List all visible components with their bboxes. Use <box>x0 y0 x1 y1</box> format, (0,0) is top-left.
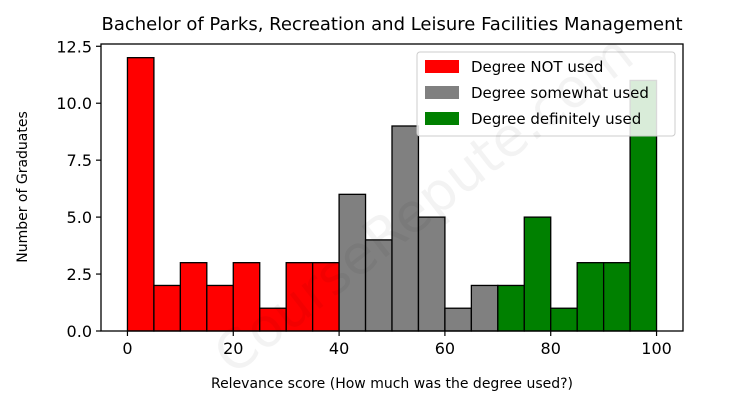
y-axis-ticks: 0.0 2.5 5.0 7.5 10.0 12.5 <box>56 37 101 341</box>
y-tick-label: 5.0 <box>67 208 92 227</box>
histogram-bar <box>311 262 340 332</box>
histogram-bar <box>444 307 473 332</box>
histogram-bar <box>364 239 393 332</box>
x-tick-label: 80 <box>541 339 561 358</box>
y-tick-label: 12.5 <box>56 37 92 56</box>
histogram-bar <box>338 193 367 332</box>
legend-swatch <box>425 112 459 125</box>
y-tick-label: 2.5 <box>67 265 92 284</box>
y-tick-label: 7.5 <box>67 151 92 170</box>
legend-label: Degree NOT used <box>471 58 603 76</box>
histogram-bar <box>470 284 499 332</box>
histogram-bar <box>391 125 420 332</box>
histogram-bar <box>153 284 182 332</box>
legend-swatch <box>425 60 459 73</box>
histogram-bar <box>126 57 155 332</box>
plot-frame <box>100 43 684 332</box>
legend-label: Degree somewhat used <box>471 84 649 102</box>
histogram-bar <box>602 262 631 332</box>
x-tick-label: 20 <box>223 339 243 358</box>
histogram-bar <box>550 307 578 332</box>
histogram-bar <box>497 284 525 332</box>
x-tick-label: 60 <box>435 339 455 358</box>
histogram-bar <box>179 262 208 332</box>
histogram-bar <box>285 262 314 332</box>
histogram-bar <box>417 216 446 332</box>
histogram-bar <box>523 216 552 332</box>
y-axis-label: Number of Graduates <box>15 111 31 263</box>
legend-box <box>416 51 676 137</box>
histogram-bar <box>259 307 287 332</box>
histogram-bar <box>206 284 234 332</box>
legend: Degree NOT used Degree somewhat used Degre… <box>416 51 676 137</box>
legend-swatch <box>425 86 459 99</box>
bars-layer <box>126 57 658 332</box>
x-tick-label: 40 <box>329 339 349 358</box>
chart-title: Bachelor of Parks, Recreation and Leisur… <box>101 14 682 35</box>
x-axis-label: Relevance score (How much was the degree… <box>211 376 573 392</box>
x-axis-ticks: 0 20 40 60 80 100 <box>122 331 672 358</box>
histogram-bar <box>576 262 605 332</box>
y-tick-label: 10.0 <box>56 94 92 113</box>
histogram-bar <box>232 262 261 332</box>
x-tick-label: 100 <box>641 339 672 358</box>
legend-label: Degree definitely used <box>471 110 641 128</box>
x-tick-label: 0 <box>122 339 132 358</box>
y-tick-label: 0.0 <box>67 322 92 341</box>
